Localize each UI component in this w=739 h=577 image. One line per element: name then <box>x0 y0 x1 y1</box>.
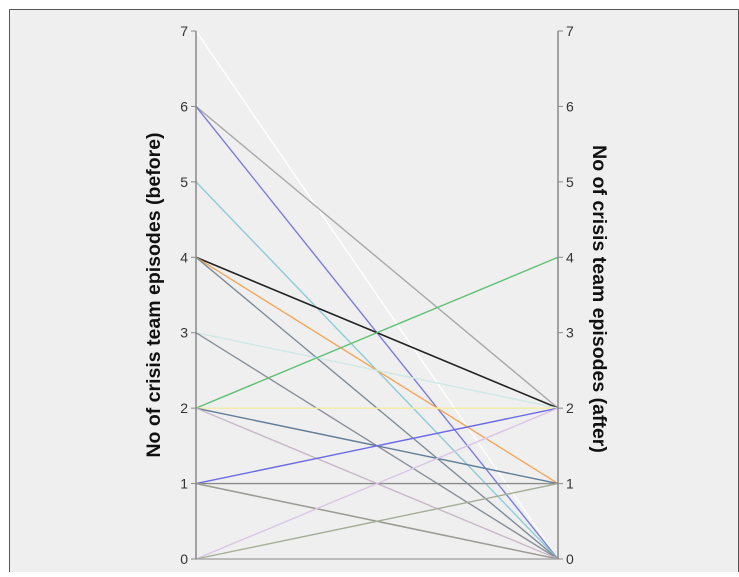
after-tick-label-7: 7 <box>566 23 574 39</box>
before-tick-label-6: 6 <box>180 98 188 114</box>
before-tick-label-4: 4 <box>180 249 188 265</box>
before-tick-label-3: 3 <box>180 325 188 341</box>
data-line-8 <box>195 332 559 409</box>
after-tick-label-4: 4 <box>566 249 574 265</box>
after-tick-label-3: 3 <box>566 325 574 341</box>
data-line-2 <box>195 105 559 409</box>
axis-before-ticks: 0 1 2 3 4 5 6 7 <box>180 23 196 567</box>
axis-after-ticks: 0 1 2 3 4 5 6 7 <box>558 23 574 567</box>
axis-before-title: No of crisis team episodes (before) <box>143 132 165 457</box>
before-tick-label-2: 2 <box>180 400 188 416</box>
before-tick-label-5: 5 <box>180 174 188 190</box>
data-line-18 <box>195 407 559 560</box>
after-tick-label-5: 5 <box>566 174 574 190</box>
after-tick-label-1: 1 <box>566 476 574 492</box>
before-tick-label-0: 0 <box>180 551 188 567</box>
axis-after-title: No of crisis team episodes (after) <box>588 145 610 453</box>
before-tick-label-7: 7 <box>180 23 188 39</box>
parallel-coordinates-chart: 0 1 2 3 4 5 6 7 0 1 2 3 4 5 6 7 No of crisis team epis… <box>9 9 739 572</box>
data-lines <box>195 30 559 560</box>
after-tick-label-6: 6 <box>566 98 574 114</box>
chart-frame: 0 1 2 3 4 5 6 7 0 1 2 3 4 5 6 7 No of crisis team epis… <box>9 9 739 572</box>
after-tick-label-2: 2 <box>566 400 574 416</box>
data-line-14 <box>195 407 559 485</box>
after-tick-label-0: 0 <box>566 551 574 567</box>
before-tick-label-1: 1 <box>180 476 188 492</box>
data-line-10 <box>195 256 559 409</box>
data-line-19 <box>195 482 559 560</box>
